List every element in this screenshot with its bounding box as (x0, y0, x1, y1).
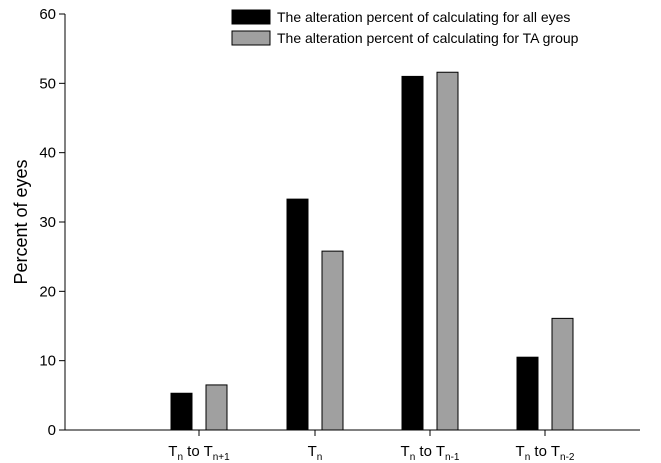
x-tick-label-part: n (317, 452, 323, 463)
bar-all-eyes-3 (516, 356, 539, 431)
x-tick-label-part: n (410, 452, 416, 463)
x-tick-label-part: to T (530, 443, 560, 460)
x-tick-label: Tn to Tn-1 (401, 443, 460, 463)
x-tick-label-part: T (308, 443, 317, 460)
x-tick-label: Tn (308, 443, 323, 463)
bar-ta-group-2 (436, 71, 459, 431)
legend-swatch-1 (231, 30, 271, 46)
bar-ta-group-3 (551, 317, 574, 431)
x-tick-label-part: to T (415, 443, 445, 460)
x-tick-label: Tn to Tn-2 (516, 443, 575, 463)
x-tick-label-part: n (177, 452, 183, 463)
x-tick-label-part: n-1 (445, 452, 460, 463)
x-tick-label-part: n-2 (560, 452, 575, 463)
y-tick-label: 50 (39, 75, 56, 92)
bar-all-eyes-0 (170, 392, 193, 431)
y-tick-label: 40 (39, 145, 56, 162)
y-axis-label: Percent of eyes (11, 159, 31, 284)
x-tick-label-part: n (525, 452, 531, 463)
x-tick-label-part: T (516, 443, 525, 460)
bar-all-eyes-2 (401, 75, 424, 431)
legend-swatch-0 (231, 9, 271, 25)
x-tick-label-part: T (401, 443, 410, 460)
legend-label-0: The alteration percent of calculating fo… (277, 9, 570, 25)
x-tick-label-part: to T (183, 443, 213, 460)
y-tick-label: 20 (39, 283, 56, 300)
x-tick-label: Tn to Tn+1 (168, 443, 230, 463)
y-tick-label: 10 (39, 353, 56, 370)
y-tick-label: 60 (39, 6, 56, 23)
bar-ta-group-1 (321, 250, 344, 431)
x-tick-label-part: T (168, 443, 177, 460)
bar-all-eyes-1 (286, 198, 309, 431)
y-tick-label: 30 (39, 214, 56, 231)
legend-label-1: The alteration percent of calculating fo… (277, 30, 579, 46)
y-tick-label: 0 (48, 422, 56, 439)
x-tick-label-part: n+1 (213, 452, 230, 463)
bar-ta-group-0 (205, 384, 228, 431)
